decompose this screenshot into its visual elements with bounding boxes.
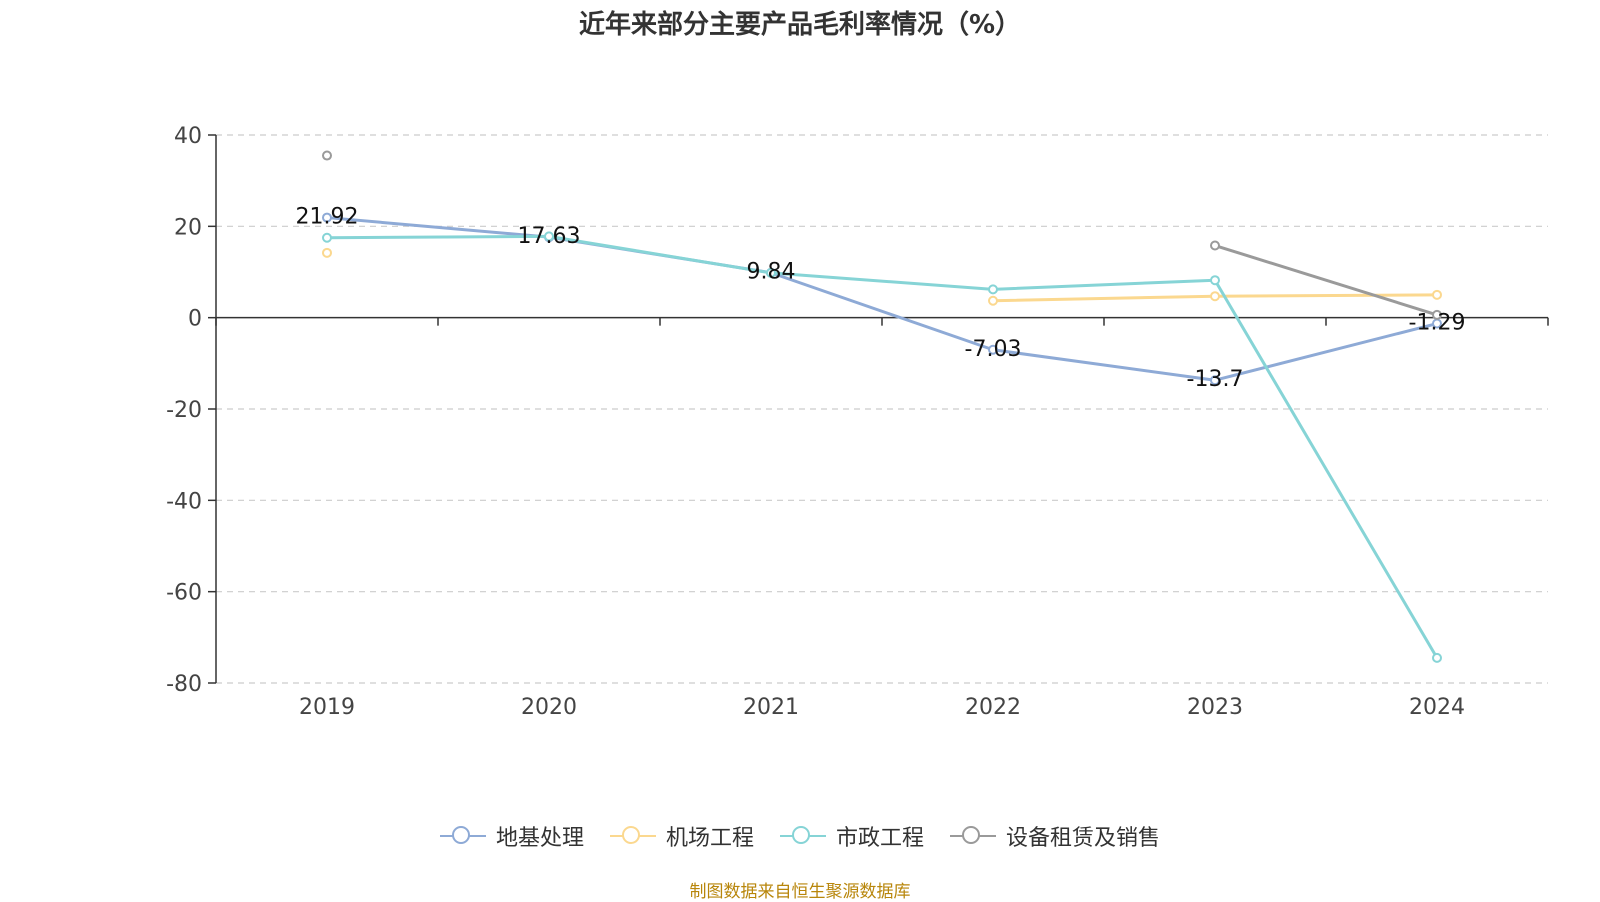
y-tick-label: 40 bbox=[174, 124, 202, 149]
chart-title: 近年来部分主要产品毛利率情况（%） bbox=[578, 10, 1022, 40]
legend-swatch-icon bbox=[950, 826, 997, 846]
series-line-4 bbox=[1214, 244, 1438, 317]
y-tick-label: 0 bbox=[188, 307, 202, 332]
x-tick-label: 2021 bbox=[743, 695, 799, 720]
legend-item-3[interactable]: 市政工程 bbox=[780, 820, 924, 852]
y-tick-label: 20 bbox=[174, 215, 202, 240]
legend-swatch-icon bbox=[609, 826, 656, 846]
y-tick-label: -40 bbox=[166, 489, 202, 514]
legend-label: 设备租赁及销售 bbox=[1006, 826, 1161, 851]
series-point-1 bbox=[322, 212, 332, 223]
x-tick-label: 2023 bbox=[1187, 695, 1243, 720]
x-tick-label: 2024 bbox=[1409, 695, 1465, 720]
series-point-2 bbox=[988, 295, 998, 306]
y-tick-label: -80 bbox=[166, 672, 202, 697]
series-point-4 bbox=[1432, 309, 1442, 320]
series-point-4 bbox=[1210, 240, 1220, 251]
data-label: 21.92 bbox=[296, 205, 359, 230]
series-point-2 bbox=[1210, 291, 1220, 302]
series-point-3 bbox=[988, 284, 998, 295]
data-label: -7.03 bbox=[965, 337, 1022, 362]
legend-label: 地基处理 bbox=[495, 826, 584, 851]
legend-swatch-icon bbox=[439, 826, 486, 846]
data-source-note: 制图数据来自恒生聚源数据库 bbox=[689, 882, 911, 902]
data-label: 17.63 bbox=[518, 224, 581, 249]
series-point-3 bbox=[766, 267, 776, 278]
legend-label: 市政工程 bbox=[836, 826, 925, 851]
series-point-4 bbox=[322, 150, 332, 161]
legend-item-1[interactable]: 地基处理 bbox=[439, 820, 584, 852]
series-line-3 bbox=[326, 234, 1439, 659]
series-point-3 bbox=[322, 232, 332, 243]
legend-swatch-icon bbox=[780, 826, 826, 846]
legend-label: 机场工程 bbox=[665, 826, 754, 851]
series-point-2 bbox=[322, 247, 332, 258]
series-point-2 bbox=[1432, 289, 1442, 300]
series-point-1 bbox=[988, 344, 998, 355]
data-label: 9.84 bbox=[747, 260, 796, 285]
series-point-3 bbox=[1210, 275, 1220, 286]
y-tick-label: -60 bbox=[166, 581, 202, 606]
series-point-3 bbox=[1432, 652, 1442, 663]
y-tick-label: -20 bbox=[166, 398, 202, 423]
series-point-1 bbox=[1210, 375, 1220, 386]
legend-item-2[interactable]: 机场工程 bbox=[609, 820, 754, 852]
x-tick-label: 2022 bbox=[965, 695, 1021, 720]
data-label: -1.29 bbox=[1409, 311, 1466, 336]
x-tick-label: 2020 bbox=[521, 695, 577, 720]
series-line-1 bbox=[326, 216, 1438, 382]
legend-item-4[interactable]: 设备租赁及销售 bbox=[950, 820, 1160, 852]
series-point-3 bbox=[544, 231, 554, 242]
x-tick-label: 2019 bbox=[299, 695, 355, 720]
data-label: -13.7 bbox=[1187, 367, 1244, 392]
legend: 地基处理 机场工程 市政工程 设备租赁及销售 bbox=[0, 820, 1600, 852]
